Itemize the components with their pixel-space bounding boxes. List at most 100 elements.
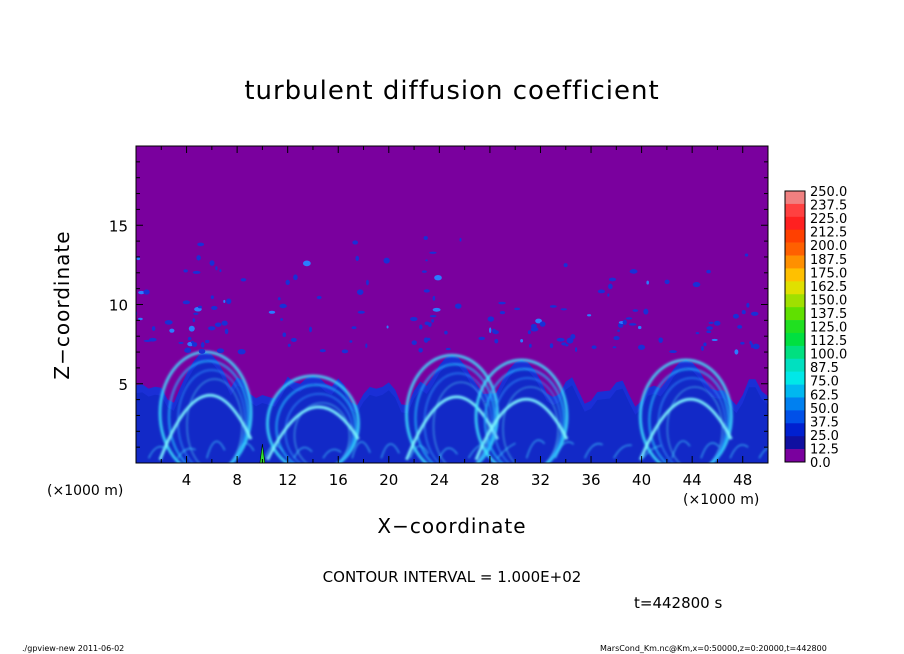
eddy-blob — [187, 336, 192, 341]
colorbar-swatch — [785, 332, 805, 347]
eddy-blob — [628, 323, 637, 326]
eddy-blob — [597, 289, 606, 294]
eddy-blob — [574, 347, 578, 352]
colorbar-label: 62.5 — [810, 388, 839, 403]
eddy-blob — [444, 330, 448, 335]
eddy-blob — [638, 344, 646, 350]
eddy-blob — [529, 343, 532, 348]
footer-right: MarsCond_Km.nc@Km,x=0:50000,z=0:20000,t=… — [600, 644, 827, 653]
time-text: t=442800 s — [634, 594, 723, 612]
filament — [380, 443, 400, 459]
eddy-blob — [164, 320, 173, 325]
filament — [671, 440, 691, 459]
eddy-blob — [386, 325, 389, 329]
filament — [147, 446, 168, 459]
plume-eddy — [293, 402, 351, 463]
eddy-blob — [561, 342, 567, 346]
eddy-blob — [136, 257, 141, 261]
eddy-blob — [608, 277, 617, 282]
eddy-blob — [618, 323, 624, 328]
eddy-blob — [711, 338, 718, 342]
x-tick-label: 20 — [379, 471, 398, 489]
eddy-blob — [454, 303, 462, 309]
eddy-blob — [182, 300, 190, 305]
eddy-blob — [669, 350, 677, 354]
eddy-blob — [434, 274, 442, 281]
eddy-blob — [565, 344, 569, 347]
eddy-blob — [224, 328, 229, 335]
colorbar-label: 112.5 — [810, 334, 847, 349]
colorbar-label: 162.5 — [810, 280, 847, 295]
colorbar-swatch — [785, 307, 805, 321]
x-tick-label: 40 — [632, 471, 651, 489]
filament — [496, 442, 516, 459]
eddy-blob — [383, 257, 390, 264]
eddy-blob — [197, 242, 205, 247]
eddy-blob — [341, 349, 349, 354]
eddy-blob — [750, 343, 754, 349]
eddy-blob — [365, 343, 368, 348]
colorbar-swatch — [785, 229, 805, 243]
eddy-blob — [570, 334, 576, 340]
eddy-blob — [539, 321, 546, 327]
y-axis-label: Z−coordinate — [50, 230, 74, 380]
eddy-blob — [423, 337, 429, 343]
eddy-blob — [197, 305, 203, 309]
plume-arc — [266, 405, 360, 461]
colorbar-label: 175.0 — [810, 266, 847, 281]
filament — [235, 442, 255, 459]
eddy-blob — [700, 346, 704, 351]
eddy-blob — [494, 338, 499, 344]
eddy-blob — [192, 318, 196, 323]
colorbar-swatch — [785, 216, 805, 231]
eddy-blob — [219, 269, 222, 273]
heatmap-field — [136, 236, 768, 463]
eddy-blob — [498, 301, 506, 305]
eddy-blob — [695, 332, 700, 335]
eddy-blob — [563, 263, 568, 268]
eddy-blob — [138, 317, 143, 321]
eddy-blob — [520, 339, 524, 343]
colorbar-swatch — [785, 345, 805, 360]
eddy-blob — [487, 316, 495, 322]
colorbar-label: 25.0 — [810, 429, 839, 444]
eddy-blob — [514, 307, 521, 311]
colorbar-swatch — [785, 371, 805, 385]
eddy-blob — [210, 295, 214, 300]
x-tick-label: 32 — [531, 471, 550, 489]
eddy-blob — [216, 348, 225, 354]
eddy-blob — [632, 309, 639, 312]
eddy-blob — [138, 290, 145, 295]
eddy-blob — [211, 305, 218, 310]
colorbar-swatch — [785, 255, 805, 269]
filament — [322, 448, 342, 459]
eddy-blob — [549, 343, 554, 348]
colorbar-label: 150.0 — [810, 293, 847, 308]
eddy-blob — [608, 283, 613, 290]
eddy-blob — [607, 293, 610, 297]
plume-arc — [474, 397, 569, 461]
x-tick-label: 44 — [683, 471, 702, 489]
eddy-blob — [419, 324, 423, 330]
eddy-blob — [622, 319, 627, 325]
plume-arc — [638, 397, 733, 461]
filament — [729, 444, 749, 459]
colorbar-label: 50.0 — [810, 402, 839, 417]
eddy-blob — [741, 309, 746, 315]
eddy-blob — [200, 342, 205, 348]
eddy-blob — [192, 270, 201, 274]
eddy-blob — [617, 329, 620, 332]
eddy-blob — [732, 313, 739, 319]
colorbar-swatch — [785, 449, 805, 463]
eddy-blob — [752, 343, 760, 350]
contour-interval-text: CONTOUR INTERVAL = 1.000E+02 — [322, 568, 582, 586]
eddy-blob — [740, 341, 745, 345]
colorbar-label: 12.5 — [810, 442, 839, 457]
plume-eddy — [158, 350, 253, 463]
eddy-blob — [432, 295, 436, 301]
eddy-blob — [223, 299, 226, 303]
eddy-blob — [215, 266, 218, 271]
colorbar-swatch — [785, 281, 805, 295]
eddy-blob — [208, 326, 216, 331]
